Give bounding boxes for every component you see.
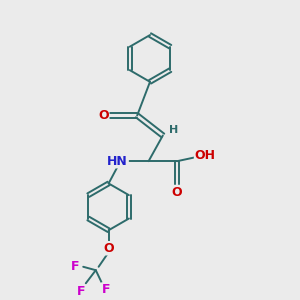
Text: O: O: [98, 109, 109, 122]
Text: O: O: [172, 185, 182, 199]
Text: F: F: [101, 283, 110, 296]
Text: O: O: [103, 242, 114, 255]
Text: F: F: [76, 285, 85, 298]
Text: OH: OH: [195, 149, 216, 162]
Text: HN: HN: [107, 155, 128, 168]
Text: F: F: [71, 260, 80, 273]
Text: H: H: [169, 125, 178, 135]
